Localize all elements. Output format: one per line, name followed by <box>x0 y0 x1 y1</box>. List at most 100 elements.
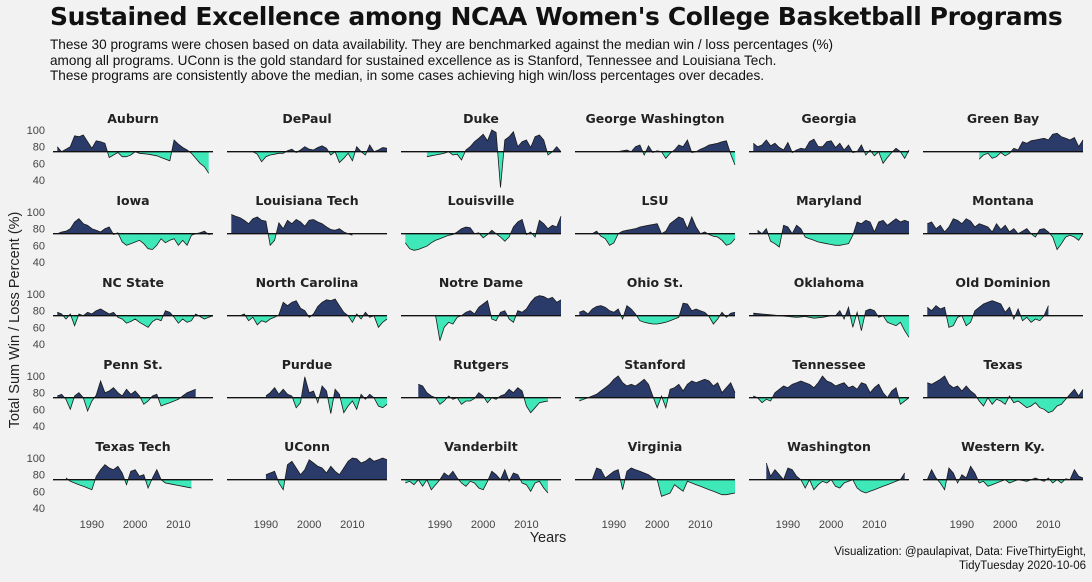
area-below-median <box>348 315 356 323</box>
area-above-median <box>366 394 374 398</box>
series-line <box>404 216 562 251</box>
x-tick-label: 1990 <box>80 519 104 531</box>
area-below-median <box>458 479 489 490</box>
area-above-median <box>864 309 878 316</box>
x-axis-title: Years <box>530 530 567 546</box>
panel-title: Texas Tech <box>95 439 170 454</box>
area-below-median <box>708 315 720 324</box>
panel-title: Duke <box>463 111 499 126</box>
area-above-median <box>503 131 548 152</box>
area-above-median <box>624 468 658 480</box>
panel-title: Iowa <box>116 193 149 208</box>
series-line <box>57 218 214 250</box>
subtitle-line: These programs are consistently above th… <box>50 68 765 83</box>
area-below-median <box>524 397 548 413</box>
area-above-median <box>772 376 899 398</box>
y-tick-label: 80 <box>33 388 45 400</box>
x-tick-label: 2000 <box>993 519 1017 531</box>
area-above-median <box>672 140 692 152</box>
series-line <box>757 218 910 248</box>
x-tick-label: 2000 <box>123 519 147 531</box>
y-tick-label: 100 <box>27 371 45 383</box>
panel-title: Western Ky. <box>961 439 1045 454</box>
chart-title: Sustained Excellence among NCAA Women's … <box>50 2 1063 31</box>
x-tick-label: 2010 <box>1036 519 1060 531</box>
series-line <box>435 295 562 341</box>
area-above-median <box>95 464 125 480</box>
area-below-median <box>497 151 504 188</box>
series-line <box>579 302 736 325</box>
area-below-median <box>857 315 865 331</box>
area-below-median <box>435 397 448 405</box>
area-above-median <box>831 310 843 316</box>
area-below-median <box>871 151 879 156</box>
area-below-median <box>158 397 181 406</box>
panel-title: Tennessee <box>792 357 865 372</box>
area-below-median <box>479 233 489 238</box>
y-tick-label: 60 <box>33 404 45 416</box>
area-below-median <box>653 397 661 408</box>
area-below-median <box>268 233 277 246</box>
panel-title: Oklahoma <box>794 275 865 290</box>
area-below-median <box>161 479 192 488</box>
panel-title: Louisiana Tech <box>255 193 358 208</box>
x-tick-label: 2010 <box>862 519 886 531</box>
y-tick-label: 80 <box>33 306 45 318</box>
y-tick-label: 40 <box>33 175 45 187</box>
area-below-median <box>435 315 462 341</box>
area-above-median <box>276 219 349 234</box>
y-tick-label: 100 <box>27 289 45 301</box>
area-above-median <box>927 305 947 316</box>
panel-title: Green Bay <box>967 111 1039 126</box>
area-above-median <box>728 312 735 316</box>
x-tick-label: 1990 <box>602 519 626 531</box>
area-above-median <box>363 312 369 316</box>
y-tick-label: 60 <box>33 322 45 334</box>
area-below-median <box>448 151 466 160</box>
area-above-median <box>333 389 341 398</box>
area-above-median <box>366 145 387 152</box>
area-below-median <box>977 397 988 406</box>
panel-title: George Washington <box>586 111 725 126</box>
area-below-median <box>198 315 213 319</box>
area-above-median <box>510 219 527 234</box>
y-tick-label: 80 <box>33 224 45 236</box>
area-above-median <box>535 216 561 234</box>
area-below-median <box>1010 397 1068 413</box>
area-above-median <box>319 386 328 398</box>
area-above-median <box>719 312 725 316</box>
area-above-median <box>418 384 436 398</box>
area-above-median <box>180 389 196 398</box>
panel-title: Vanderbilt <box>444 439 517 454</box>
area-above-median <box>857 145 865 152</box>
panel-title: Auburn <box>107 111 158 126</box>
series-line <box>591 467 736 497</box>
panel-title: Georgia <box>801 111 856 126</box>
y-tick-label: 100 <box>27 207 45 219</box>
area-above-median <box>793 139 853 152</box>
area-above-median <box>454 227 480 234</box>
area-below-median <box>484 397 492 403</box>
area-above-median <box>781 225 804 234</box>
series-line <box>753 305 910 338</box>
area-below-median <box>335 151 356 163</box>
y-tick-label: 40 <box>33 503 45 515</box>
area-below-median <box>831 479 853 488</box>
area-below-median <box>977 479 1006 487</box>
area-above-median <box>94 381 141 398</box>
caption: Visualization: @paulapivat, Data: FiveTh… <box>834 545 1086 573</box>
area-below-median <box>63 315 69 319</box>
area-below-median <box>418 479 427 487</box>
area-above-median <box>475 392 485 398</box>
area-above-median <box>579 305 622 316</box>
y-tick-label: 60 <box>33 158 45 170</box>
y-tick-label: 60 <box>33 240 45 252</box>
y-axis-title: Total Sum Win / Loss Percent (%) <box>7 212 23 429</box>
area-above-median <box>57 394 65 398</box>
area-below-median <box>579 397 588 401</box>
area-above-median <box>668 379 735 398</box>
area-above-median <box>1037 228 1050 234</box>
series-line <box>418 383 549 414</box>
series-line <box>618 139 736 166</box>
